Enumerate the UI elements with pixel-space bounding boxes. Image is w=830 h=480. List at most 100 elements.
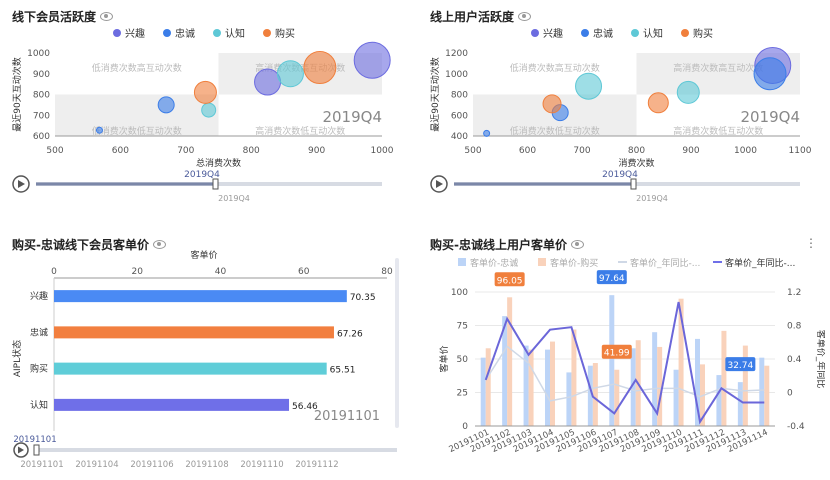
bar-value-label: 65.51 (330, 366, 356, 376)
callout-box (494, 272, 525, 287)
bar (566, 372, 572, 426)
legend-marker (681, 29, 689, 37)
callout-box (596, 270, 627, 285)
y-tick-label: 1200 (445, 49, 468, 59)
bar-value-label: 70.35 (350, 293, 376, 303)
legend-label: 忠诚 (175, 28, 195, 40)
legend-label: 客单价-忠诚 (470, 257, 518, 269)
callout-box (725, 357, 756, 372)
bubble (676, 80, 700, 104)
bubble (542, 94, 562, 114)
more-menu-icon[interactable]: ⋮ (805, 236, 817, 250)
x-tick-label: 60 (298, 267, 310, 277)
x-tick-label: 1100 (789, 146, 812, 156)
vertical-scrollbar (395, 258, 399, 428)
y2-tick-label: 0.4 (787, 355, 802, 365)
bar (523, 345, 529, 426)
bubble (276, 60, 304, 88)
legend-label: 客单价-购买 (550, 257, 598, 269)
legend-label: 认知 (225, 27, 245, 40)
bar-value-label: 56.46 (292, 402, 318, 412)
callout-label: 97.64 (599, 274, 625, 284)
legend-marker (263, 29, 271, 37)
bar (721, 330, 727, 426)
y-tick-label: 0 (462, 422, 468, 432)
y-tick-label: 600 (451, 111, 468, 121)
bubble (753, 57, 787, 91)
panel-offline-activity: 线下会员活跃度 兴趣忠诚认知购买低消费次数高互动次数高消费次数高互动次数低消费次… (12, 8, 407, 208)
timeline-tick-label: 20191108 (185, 460, 228, 470)
y-tick-label: 认知 (30, 399, 48, 411)
bar-chart-offline-price: 客单价 0 20 40 60 80 兴趣 70.35 忠诚 67.26 购买 65.51 认知 56.46… (12, 249, 399, 470)
quadrant-label: 低消费次数低互动次数 (92, 125, 182, 137)
y-tick-label: 75 (457, 322, 468, 332)
y2-axis-title: 客单价_年同比 (815, 330, 825, 389)
x-tick-label: 800 (628, 146, 645, 156)
bar (759, 357, 765, 426)
eye-icon[interactable] (100, 12, 114, 21)
timeline-tick-label: 20191110 (240, 460, 283, 470)
bar (54, 362, 327, 375)
y-tick-label: 900 (33, 70, 50, 80)
bubble (647, 92, 669, 114)
y-tick-label: 800 (33, 91, 50, 101)
timeline-handle (212, 178, 219, 190)
y-tick-label: 600 (33, 132, 50, 142)
callout-label: 96.05 (497, 276, 523, 286)
quadrant-label: 低消费次数低互动次数 (510, 125, 600, 137)
x-tick-label: 600 (519, 146, 536, 156)
bar (592, 363, 598, 426)
legend-label: 客单价_年同比-... (630, 257, 700, 269)
bar (742, 345, 748, 426)
x-tick-label: 600 (112, 146, 129, 156)
timeline-tick-label: 20191101 (20, 460, 63, 470)
legend-marker (538, 258, 546, 266)
bar (678, 298, 684, 426)
x-tick-label: 500 (464, 146, 481, 156)
x-tick-label: 700 (573, 146, 590, 156)
bar (614, 369, 620, 426)
eye-icon[interactable] (570, 240, 584, 249)
y-tick-label: 兴趣 (30, 290, 48, 302)
quadrant-label: 高消费次数高互动次数 (673, 62, 763, 74)
legend-marker (163, 29, 171, 37)
bubble (254, 68, 282, 96)
series-line (484, 301, 765, 425)
y-tick-label: 50 (457, 355, 469, 365)
y-tick-label: 400 (451, 132, 468, 142)
x-axis-title: 消费次数 (618, 157, 654, 169)
eye-icon[interactable] (518, 12, 532, 21)
bar (764, 365, 770, 426)
bar (673, 369, 679, 426)
x-tick-label: 20 (132, 267, 144, 277)
panel-title: 购买-忠诚线上用户客单价 (430, 236, 584, 253)
legend-label: 购买 (275, 27, 295, 40)
x-tick-label: 0 (51, 267, 57, 277)
quadrant-label: 高消费次数低互动次数 (673, 125, 763, 137)
panel-title: 购买-忠诚线下会员客单价 (12, 236, 166, 253)
eye-icon[interactable] (152, 240, 166, 249)
period-watermark: 20191101 (314, 409, 380, 424)
bar-value-label: 67.26 (337, 329, 363, 339)
legend-marker (531, 29, 539, 37)
legend-label: 购买 (693, 27, 713, 40)
legend-marker (631, 29, 639, 37)
play-icon (436, 180, 443, 188)
panel-offline-price: 购买-忠诚线下会员客单价 客单价 0 20 40 60 80 兴趣 70.35 忠诚 67.26 购… (12, 236, 407, 476)
bar (502, 316, 508, 426)
timeline-tick-label: 2019Q4 (636, 194, 668, 203)
quadrant-label: 低消费次数高互动次数 (510, 62, 600, 74)
callout-box (601, 344, 632, 359)
bubble (353, 41, 391, 79)
x-tick-label: 900 (682, 146, 699, 156)
bar (695, 338, 700, 426)
quadrant-low-low (55, 94, 219, 136)
panel-title: 线上用户活跃度 (430, 8, 532, 25)
period-watermark: 2019Q4 (740, 108, 800, 126)
timeline-current-label: 2019Q4 (602, 170, 638, 180)
bubble (303, 51, 337, 85)
bar (657, 346, 663, 426)
x-tick-label: 800 (243, 146, 260, 156)
panel-title: 线下会员活跃度 (12, 8, 114, 25)
